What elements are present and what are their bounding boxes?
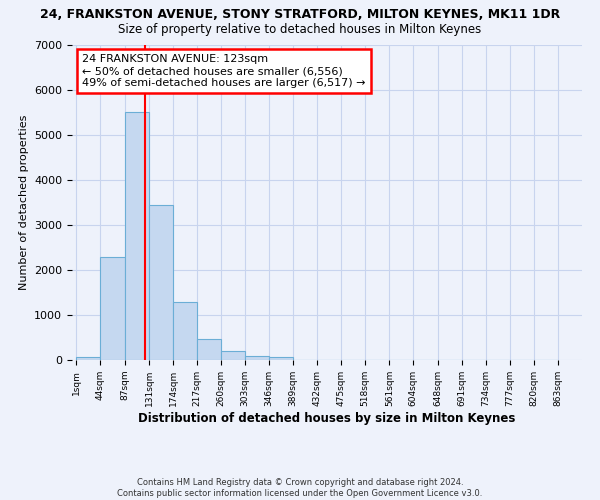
Bar xyxy=(245,356,269,360)
Bar xyxy=(125,112,149,360)
Text: 24, FRANKSTON AVENUE, STONY STRATFORD, MILTON KEYNES, MK11 1DR: 24, FRANKSTON AVENUE, STONY STRATFORD, M… xyxy=(40,8,560,20)
Text: Contains HM Land Registry data © Crown copyright and database right 2024.
Contai: Contains HM Land Registry data © Crown c… xyxy=(118,478,482,498)
Bar xyxy=(149,205,173,360)
Text: 24 FRANKSTON AVENUE: 123sqm
← 50% of detached houses are smaller (6,556)
49% of : 24 FRANKSTON AVENUE: 123sqm ← 50% of det… xyxy=(82,54,366,88)
Bar xyxy=(197,339,221,360)
Bar xyxy=(269,358,293,360)
Bar xyxy=(173,302,197,360)
Bar xyxy=(100,256,125,360)
X-axis label: Distribution of detached houses by size in Milton Keynes: Distribution of detached houses by size … xyxy=(139,412,515,424)
Bar xyxy=(76,357,100,360)
Text: Size of property relative to detached houses in Milton Keynes: Size of property relative to detached ho… xyxy=(118,22,482,36)
Bar xyxy=(221,351,245,360)
Y-axis label: Number of detached properties: Number of detached properties xyxy=(19,115,29,290)
